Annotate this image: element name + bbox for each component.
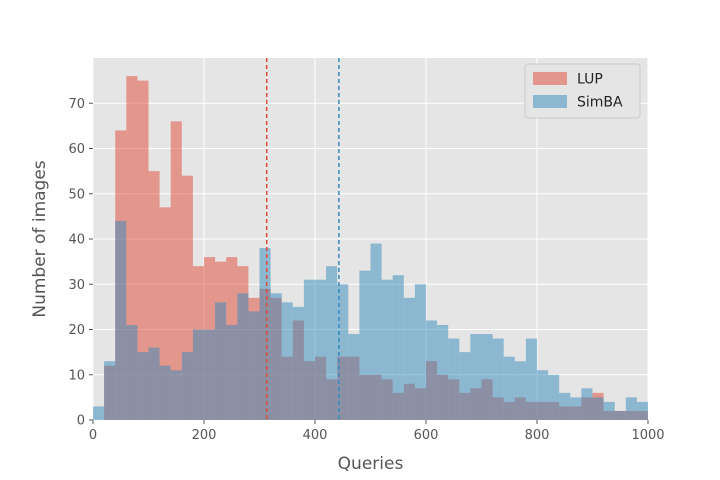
histogram-bar (426, 320, 438, 420)
histogram-bar (614, 410, 626, 420)
histogram-bar (359, 270, 371, 420)
histogram-bar (181, 175, 193, 420)
x-tick-label: 200 (192, 428, 217, 443)
histogram-bar (537, 370, 549, 420)
histogram-bar (281, 302, 293, 420)
histogram-bars (93, 76, 648, 420)
y-tick-label: 0 (77, 414, 85, 429)
histogram-bar (581, 388, 593, 420)
histogram-bar (403, 297, 415, 420)
legend-swatch-lup (533, 72, 567, 85)
histogram-bar (159, 365, 171, 420)
x-tick-label: 0 (89, 428, 97, 443)
series-simba (93, 220, 648, 420)
histogram-bar (514, 361, 526, 420)
mean-lines (265, 58, 340, 420)
histogram-bar (137, 80, 149, 420)
y-tick-label: 40 (68, 233, 85, 248)
histogram-bar (481, 334, 493, 420)
histogram-bar (414, 284, 426, 420)
x-axis-label: Queries (338, 454, 404, 474)
y-tick-label: 70 (68, 97, 85, 112)
y-tick-label: 10 (68, 368, 85, 383)
histogram-bar (470, 334, 482, 420)
histogram-bar (326, 266, 338, 420)
histogram-bar (570, 397, 582, 420)
histogram-bar (126, 76, 138, 420)
x-tick-label: 1000 (631, 428, 664, 443)
histogram-bar (437, 324, 449, 420)
histogram-bar (237, 293, 249, 420)
histogram-bar (170, 370, 182, 420)
x-tick-label: 400 (303, 428, 328, 443)
histogram-bar (148, 171, 160, 420)
histogram-bar (636, 401, 648, 420)
histogram-bar (170, 121, 182, 420)
histogram-bar (226, 324, 238, 420)
histogram-bar (259, 248, 271, 420)
legend-label-simba: SimBA (577, 95, 623, 111)
histogram-bar (592, 397, 604, 420)
y-tick-label: 20 (68, 323, 85, 338)
x-tick-label: 800 (525, 428, 550, 443)
histogram-bar (292, 306, 304, 420)
legend-label-lup: LUP (577, 72, 603, 88)
histogram-bar (303, 279, 315, 420)
histogram-bar (137, 352, 149, 420)
histogram-bar (215, 302, 227, 420)
y-tick-label: 30 (68, 278, 85, 293)
histogram-bar (93, 406, 105, 420)
histogram-bar (148, 347, 160, 420)
y-axis-label: Number of images (30, 160, 50, 317)
histogram-bar (459, 352, 471, 420)
x-tick-label: 600 (414, 428, 439, 443)
histogram-bar (381, 279, 393, 420)
histogram-bar (192, 329, 204, 420)
histogram-bar (348, 334, 360, 420)
histogram-bar (370, 243, 382, 420)
histogram-bar (248, 311, 260, 420)
y-tick-label: 60 (68, 142, 85, 157)
histogram-bar (448, 338, 460, 420)
histogram-bar (315, 279, 327, 420)
legend-swatch-simba (533, 95, 567, 108)
y-axis-ticks: 0 10 20 30 40 50 60 70 (68, 97, 93, 429)
x-axis-ticks: 0 200 400 600 800 1000 (89, 420, 665, 443)
histogram-bar (159, 207, 171, 420)
histogram-bar (126, 324, 138, 420)
histogram-bar (503, 356, 515, 420)
histogram-bar (270, 293, 282, 420)
histogram-bar (337, 284, 349, 420)
histogram-bar (548, 374, 560, 420)
histogram-bar (392, 275, 404, 420)
legend: LUP SimBA (524, 63, 641, 119)
histogram-bar (492, 338, 504, 420)
histogram-bar (204, 329, 216, 420)
histogram-bar (625, 397, 637, 420)
histogram-bar (559, 392, 571, 420)
histogram-bar (104, 361, 116, 420)
histogram-bar (181, 352, 193, 420)
histogram-bar (603, 401, 615, 420)
histogram-bar (115, 220, 127, 420)
y-tick-label: 50 (68, 187, 85, 202)
histogram-bar (525, 338, 537, 420)
